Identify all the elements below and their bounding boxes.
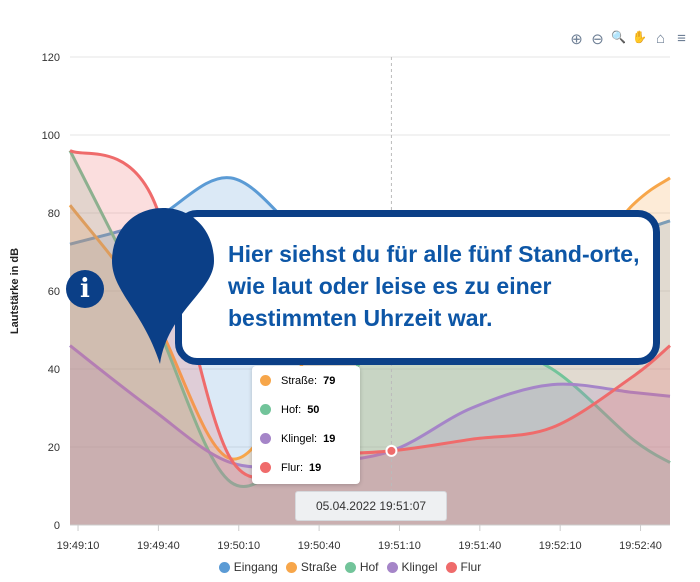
x-tick-label: 19:52:40: [619, 540, 662, 552]
series-marker-icon: [260, 433, 271, 444]
tooltip: Straße: 79 Hof: 50 Klingel: 19 Flur: 19: [252, 366, 360, 484]
legend-item[interactable]: Klingel: [386, 560, 438, 574]
tooltip-item: Flur: 19: [252, 453, 360, 482]
hover-marker: [385, 444, 398, 457]
x-axis-tooltip: 05.04.2022 19:51:07: [295, 491, 447, 521]
series-marker-icon: [260, 462, 271, 473]
legend-marker-icon: [344, 561, 356, 573]
x-tick-label: 19:49:40: [137, 540, 180, 552]
tooltip-value: 19: [323, 432, 336, 445]
tooltip-value: 19: [309, 461, 322, 474]
menu-icon[interactable]: ≡: [677, 30, 686, 47]
x-tick-label: 19:51:40: [458, 540, 501, 552]
tooltip-value: 50: [307, 403, 320, 416]
y-tick-label: 120: [42, 52, 60, 64]
y-tick-label: 60: [48, 286, 60, 298]
tooltip-label: Klingel:: [281, 432, 318, 445]
series-marker-icon: [260, 404, 271, 415]
legend-item[interactable]: Hof: [344, 560, 379, 574]
legend-label: Eingang: [233, 560, 278, 574]
tooltip-item: Klingel: 19: [252, 424, 360, 453]
chart-toolbar: ⊕ ⊖ 🔍 ✋ ⌂ ≡: [568, 30, 690, 48]
info-icon: i: [66, 270, 104, 308]
zoom-out-icon[interactable]: ⊖: [591, 31, 604, 48]
zoom-in-icon[interactable]: ⊕: [570, 31, 583, 48]
y-tick-label: 20: [48, 442, 60, 454]
legend-label: Hof: [359, 560, 379, 574]
legend-marker-icon: [285, 561, 297, 573]
legend-marker-icon: [218, 561, 230, 573]
tooltip-label: Hof:: [281, 403, 302, 416]
area-klingel: [70, 345, 670, 525]
x-tick-label: 19:49:10: [57, 540, 100, 552]
legend-item[interactable]: Eingang: [218, 560, 278, 574]
y-tick-label: 80: [48, 208, 60, 220]
x-tick-label: 19:51:10: [378, 540, 421, 552]
info-callout: [175, 210, 660, 365]
tooltip-value: 79: [323, 374, 336, 387]
pan-icon[interactable]: ✋: [632, 30, 647, 44]
home-icon[interactable]: ⌂: [655, 30, 666, 47]
legend-label: Flur: [460, 560, 482, 574]
x-tick-label: 19:50:40: [298, 540, 341, 552]
legend-item[interactable]: Straße: [285, 560, 337, 574]
tooltip-item: Straße: 79: [252, 366, 360, 395]
legend-marker-icon: [445, 561, 457, 573]
legend-label: Klingel: [401, 560, 438, 574]
tooltip-label: Straße:: [281, 374, 318, 387]
selection-zoom-icon[interactable]: 🔍: [611, 30, 626, 44]
x-tick-label: 19:52:10: [539, 540, 582, 552]
y-tick-label: 0: [54, 520, 60, 532]
legend: Eingang Straße Hof Klingel Flur: [0, 560, 700, 574]
legend-marker-icon: [386, 561, 398, 573]
tooltip-item: Hof: 50: [252, 395, 360, 424]
legend-label: Straße: [300, 560, 337, 574]
callout-text: Hier siehst du für alle fünf Stand-orte,…: [228, 241, 640, 331]
x-tick-label: 19:50:10: [217, 540, 260, 552]
map-pin-icon: [112, 208, 214, 364]
legend-item[interactable]: Flur: [445, 560, 482, 574]
tooltip-label: Flur:: [281, 461, 303, 474]
y-axis-label: Lautstärke in dB: [9, 248, 21, 334]
series-marker-icon: [260, 375, 271, 386]
y-tick-label: 40: [48, 364, 60, 376]
y-tick-label: 100: [42, 130, 60, 142]
area-hof: [70, 150, 670, 525]
